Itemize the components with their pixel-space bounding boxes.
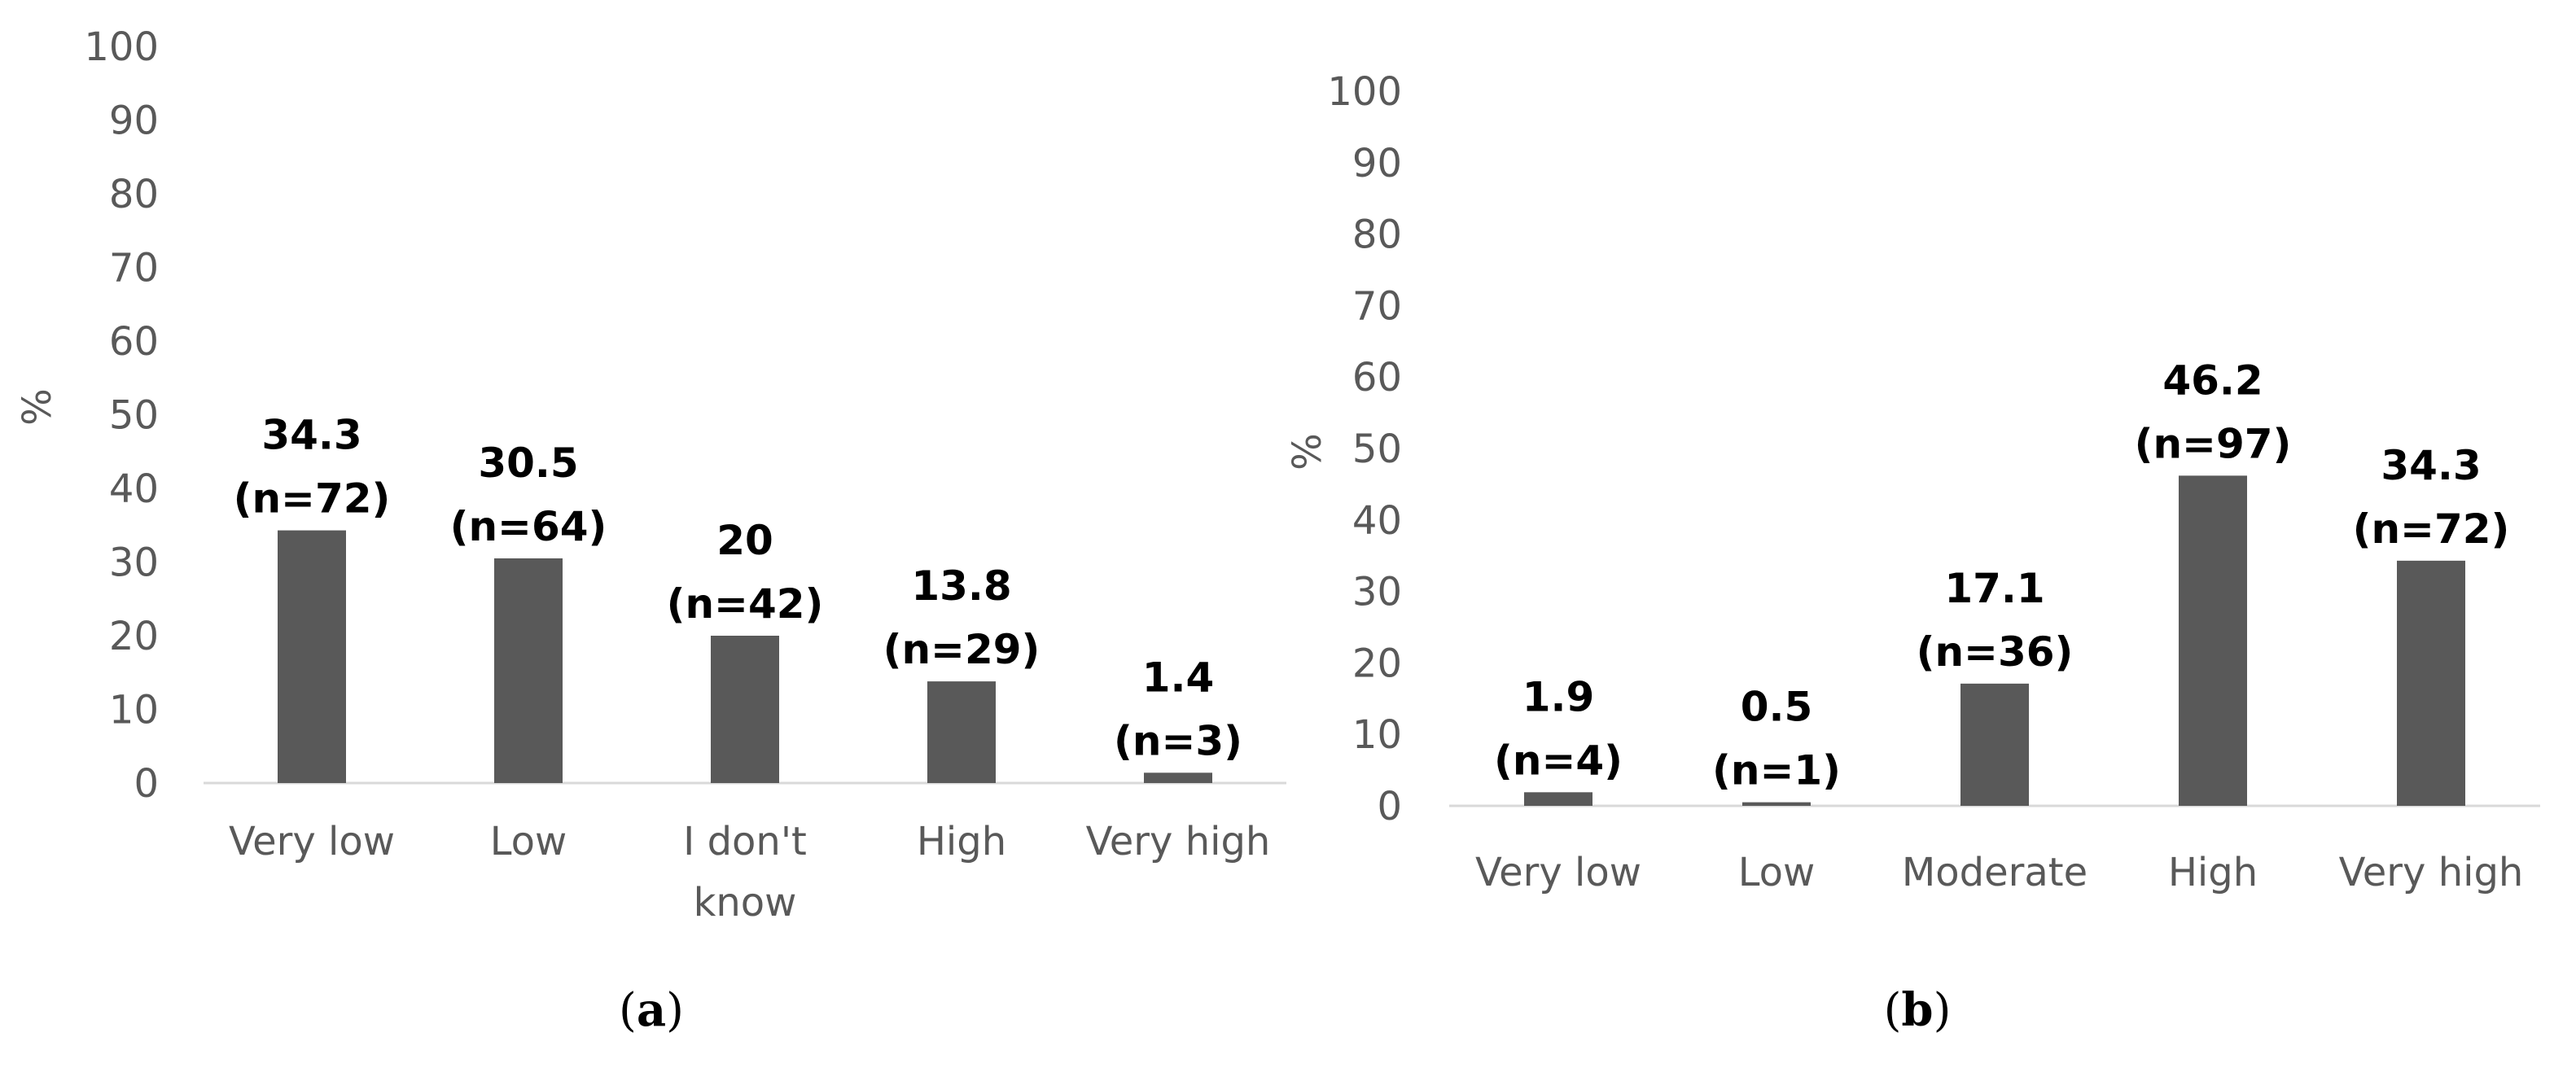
y-tick-label: 40	[1352, 498, 1402, 544]
x-tick-label: Very low	[1475, 850, 1641, 895]
data-label-value: 0.5	[1741, 684, 1813, 731]
y-tick-label: 20	[109, 614, 159, 659]
y-tick-label: 80	[109, 172, 159, 217]
y-tick-label: 70	[109, 246, 159, 291]
data-label-count: (n=29)	[883, 626, 1040, 673]
data-label-value: 30.5	[478, 440, 578, 487]
data-label-value: 13.8	[911, 562, 1011, 610]
data-label-count: (n=1)	[1712, 747, 1841, 794]
data-label-count: (n=72)	[2353, 505, 2510, 553]
data-label-count: (n=97)	[2135, 420, 2292, 467]
bar-very-high	[1144, 772, 1212, 783]
panel-label: (b)	[1884, 983, 1952, 1037]
data-label-count: (n=36)	[1917, 628, 2074, 676]
y-axis-label: %	[15, 388, 60, 426]
data-label-value: 34.3	[2381, 442, 2481, 489]
y-tick-label: 80	[1352, 212, 1402, 258]
bar-moderate	[1960, 683, 2029, 806]
y-tick-label: 60	[1352, 355, 1402, 400]
bar-high	[2179, 475, 2247, 806]
x-tick-label: Very high	[1086, 819, 1271, 864]
data-label-value: 17.1	[1944, 565, 2044, 612]
bar-very-low	[278, 530, 346, 783]
data-label-value: 1.4	[1142, 654, 1215, 701]
bar-i-don-t-know	[711, 636, 779, 783]
bar-low	[1742, 802, 1811, 806]
x-tick-label: Very low	[229, 819, 395, 864]
panel-label: (a)	[619, 983, 684, 1037]
bar-high	[927, 681, 996, 783]
data-label-value: 34.3	[261, 412, 361, 459]
y-tick-label: 100	[1327, 69, 1402, 115]
x-tick-label: Moderate	[1902, 850, 2088, 895]
x-tick-label: Very high	[2339, 850, 2524, 895]
y-axis-label: %	[1285, 433, 1330, 470]
y-tick-label: 50	[109, 393, 159, 439]
bar-low	[494, 558, 563, 783]
y-tick-label: 70	[1352, 283, 1402, 329]
x-tick-label: High	[917, 819, 1006, 864]
data-label-count: (n=42)	[667, 580, 824, 628]
x-tick-label: I don't	[683, 819, 807, 864]
y-tick-label: 90	[109, 98, 159, 144]
y-tick-label: 30	[1352, 570, 1402, 615]
y-tick-label: 0	[134, 761, 159, 807]
y-tick-label: 10	[1352, 712, 1402, 758]
bar-very-high	[2397, 560, 2465, 806]
data-label-value: 46.2	[2162, 357, 2263, 404]
y-tick-label: 50	[1352, 427, 1402, 472]
y-tick-label: 100	[84, 24, 159, 70]
bar-very-low	[1524, 792, 1592, 806]
x-tick-label: Low	[490, 819, 567, 864]
y-tick-label: 30	[109, 540, 159, 586]
chart-panel-b: 0 10 20 30 40 50 60 70 80 90 100% 1.9 (n=4) Very low 0…	[1285, 69, 2540, 1037]
y-tick-label: 60	[109, 319, 159, 365]
y-tick-label: 20	[1352, 641, 1402, 686]
y-tick-label: 90	[1352, 141, 1402, 186]
y-tick-label: 0	[1377, 784, 1402, 829]
data-label-count: (n=72)	[234, 475, 391, 523]
chart-panel-a: 0 10 20 30 40 50 60 70 80 90 100% 34.3 (n=72) Very lo…	[15, 24, 1286, 1037]
x-tick-label: High	[2168, 850, 2258, 895]
x-tick-label: Low	[1738, 850, 1816, 895]
data-label-value: 1.9	[1522, 673, 1595, 720]
y-tick-label: 40	[109, 466, 159, 512]
y-tick-label: 10	[109, 688, 159, 733]
x-tick-label: know	[694, 880, 797, 925]
data-label-count: (n=4)	[1494, 737, 1623, 784]
data-label-value: 20	[716, 517, 773, 564]
data-label-count: (n=64)	[450, 503, 607, 550]
data-label-count: (n=3)	[1114, 717, 1242, 764]
